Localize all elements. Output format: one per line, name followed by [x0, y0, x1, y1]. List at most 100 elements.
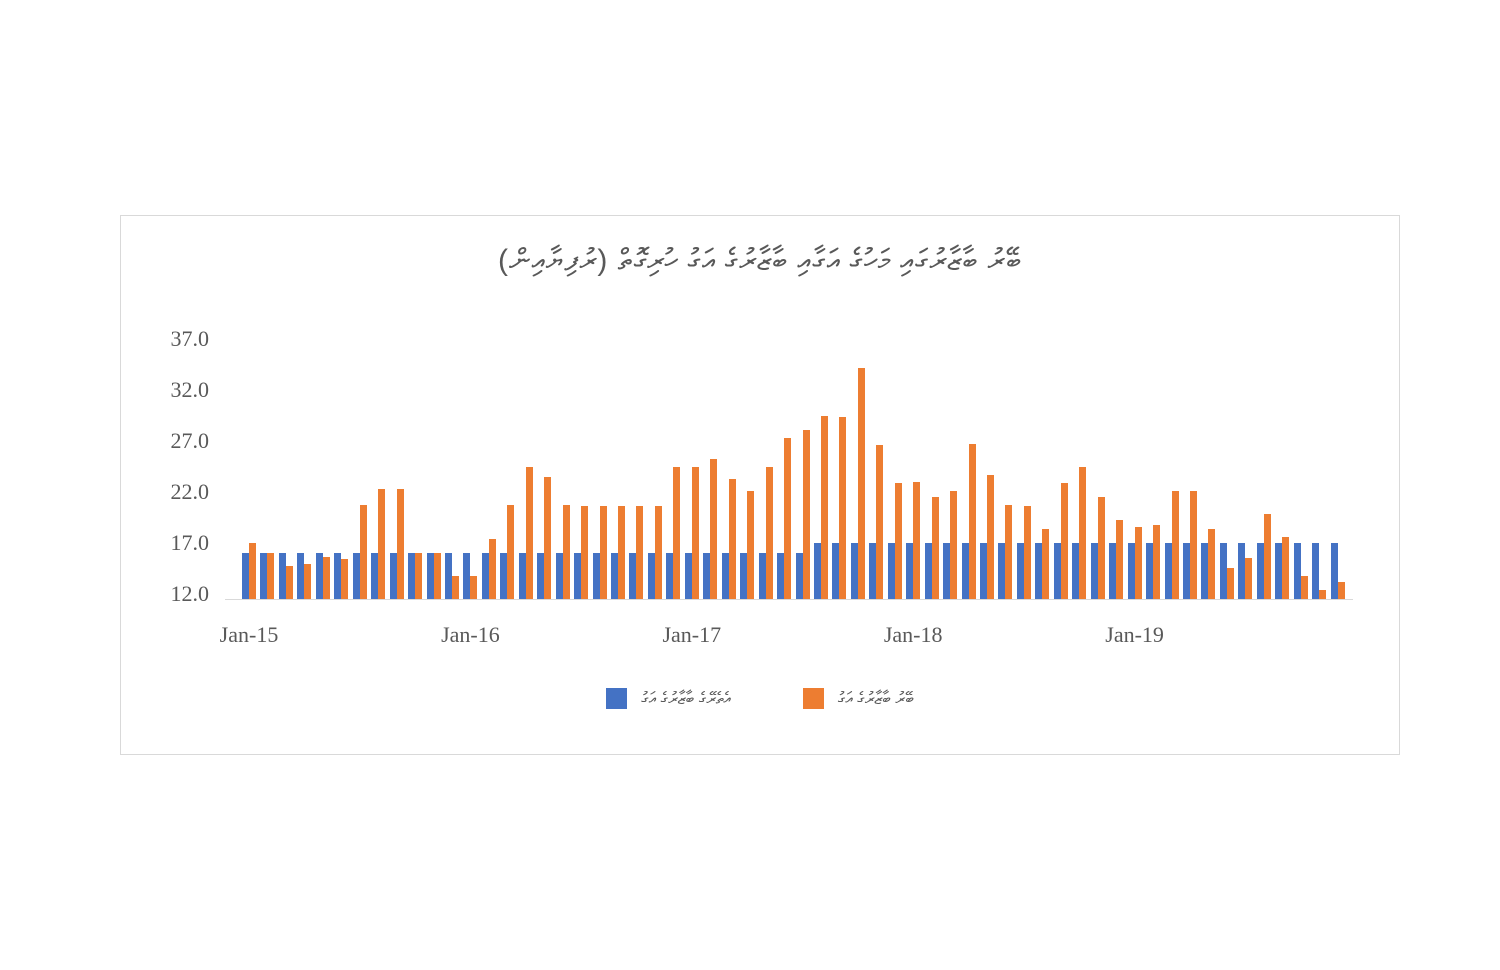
bar-orange-Jul-15: [359, 505, 367, 599]
bar-blue-May-15: [315, 553, 323, 599]
bar-blue-Sep-15: [389, 553, 397, 599]
bar-orange-Sep-19: [1282, 536, 1290, 599]
bar-blue-Jul-16: [574, 553, 582, 599]
bar-orange-Feb-17: [710, 459, 718, 599]
bar-blue-May-17: [758, 553, 766, 599]
bar-orange-Aug-18: [1042, 528, 1050, 599]
y-axis-tick-37.0: 37.0: [170, 326, 210, 351]
bar-orange-Aug-15: [378, 488, 386, 599]
bar-blue-Sep-16: [611, 553, 618, 599]
bar-orange-Feb-15: [267, 553, 275, 599]
bar-blue-Nov-17: [869, 542, 877, 599]
bar-orange-Nov-19: [1319, 589, 1327, 599]
bar-blue-Sep-19: [1275, 542, 1283, 599]
bar-blue-Jun-18: [998, 542, 1006, 599]
bar-orange-May-19: [1208, 528, 1216, 599]
bar-orange-May-16: [544, 476, 552, 599]
bar-orange-Jun-17: [784, 437, 792, 599]
x-axis-tick-Jan-18: Jan-18: [883, 622, 943, 647]
bar-orange-Feb-19: [1153, 524, 1161, 599]
bar-orange-Feb-16: [488, 538, 496, 599]
bar-orange-Jan-19: [1134, 526, 1142, 599]
bar-blue-Jan-16: [463, 553, 471, 599]
legend-label-orange: ބޭރު ބާޒާރުގެ އަގު: [837, 688, 914, 708]
bar-orange-Jul-16: [581, 506, 589, 599]
bar-orange-Apr-19: [1189, 490, 1197, 599]
bar-blue-Feb-15: [260, 553, 268, 599]
bar-blue-Dec-18: [1109, 542, 1117, 599]
bar-orange-May-17: [765, 467, 773, 599]
bar-orange-Apr-17: [747, 490, 755, 599]
y-axis-tick-17.0: 17.0: [170, 530, 210, 555]
bar-blue-Apr-15: [297, 553, 305, 599]
bar-blue-Dec-16: [666, 553, 674, 599]
bar-orange-Mar-19: [1171, 490, 1179, 599]
bar-orange-Mar-17: [728, 478, 736, 599]
legend-label-blue: އެތެރޭގެ ބާޒާރުގެ އަގު: [641, 688, 731, 708]
y-axis-tick-12.0: 12.0: [170, 581, 210, 606]
bar-blue-Jan-19: [1127, 542, 1135, 599]
bar-orange-Jul-17: [802, 429, 810, 599]
bar-blue-Jul-17: [795, 553, 803, 599]
bar-blue-Mar-18: [943, 542, 951, 599]
bar-orange-Sep-17: [839, 417, 847, 599]
bar-blue-Apr-18: [961, 542, 969, 599]
bar-orange-Dec-19: [1337, 581, 1345, 599]
bar-orange-Dec-17: [894, 482, 902, 599]
bar-orange-Oct-18: [1079, 467, 1087, 599]
bar-blue-Dec-19: [1330, 542, 1338, 599]
bar-orange-Nov-15: [433, 553, 441, 599]
bar-orange-Dec-18: [1116, 520, 1124, 599]
bar-blue-Oct-18: [1072, 542, 1080, 599]
bar-blue-Jul-18: [1016, 542, 1024, 599]
bar-blue-Oct-17: [850, 542, 858, 599]
bar-blue-Oct-19: [1293, 542, 1301, 599]
bar-orange-Jan-18: [913, 481, 921, 599]
bar-blue-Jun-15: [334, 553, 342, 599]
bar-blue-Dec-15: [444, 553, 452, 599]
bar-orange-Mar-15: [285, 566, 293, 599]
bar-orange-Jul-18: [1023, 506, 1031, 599]
bar-orange-Aug-19: [1263, 514, 1271, 599]
bar-orange-Aug-17: [820, 416, 828, 599]
bar-orange-Oct-15: [415, 553, 423, 599]
bar-blue-Jun-19: [1219, 542, 1227, 599]
x-axis-line: [225, 599, 1353, 600]
bar-blue-Mar-16: [500, 553, 508, 599]
bar-blue-Nov-18: [1090, 542, 1098, 599]
bar-blue-Jan-15: [242, 553, 249, 599]
bar-orange-Apr-15: [304, 564, 312, 599]
bar-blue-Dec-17: [887, 542, 895, 599]
bar-orange-Jun-18: [1005, 505, 1013, 599]
y-axis-tick-22.0: 22.0: [170, 479, 210, 504]
bar-orange-Aug-16: [599, 506, 607, 599]
bar-blue-Feb-17: [703, 553, 711, 599]
bar-blue-Apr-17: [740, 553, 748, 599]
bar-blue-Feb-16: [481, 553, 489, 599]
bar-blue-May-18: [980, 542, 987, 599]
bar-blue-Sep-17: [832, 542, 840, 599]
bar-blue-May-19: [1201, 542, 1209, 599]
bar-orange-Jan-16: [470, 575, 478, 599]
bar-orange-Sep-15: [396, 488, 404, 599]
bar-orange-Sep-18: [1060, 482, 1068, 599]
bar-blue-Jun-16: [555, 553, 563, 599]
bar-blue-Nov-19: [1312, 542, 1320, 599]
bar-orange-Apr-16: [525, 467, 533, 599]
bar-blue-Jun-17: [777, 553, 785, 599]
legend: އެތެރޭގެ ބާޒާރުގެ އަގު ބޭރު ބާޒާރުގެ އަގ…: [121, 688, 1399, 709]
bar-orange-Jun-15: [341, 559, 349, 599]
bar-blue-Jan-17: [684, 553, 692, 599]
bar-blue-Oct-16: [629, 553, 637, 599]
bar-blue-Aug-17: [813, 542, 821, 599]
x-axis-tick-Jan-15: Jan-15: [219, 622, 279, 647]
bar-orange-Nov-16: [654, 506, 662, 599]
bar-blue-Jul-15: [352, 553, 360, 599]
x-axis-tick-Jan-19: Jan-19: [1105, 622, 1164, 647]
x-axis-tick-Jan-17: Jan-17: [662, 622, 722, 647]
bar-blue-Jan-18: [906, 542, 914, 599]
bar-blue-Feb-19: [1146, 542, 1154, 599]
bar-orange-Oct-16: [636, 506, 644, 599]
bar-orange-Feb-18: [931, 497, 939, 599]
